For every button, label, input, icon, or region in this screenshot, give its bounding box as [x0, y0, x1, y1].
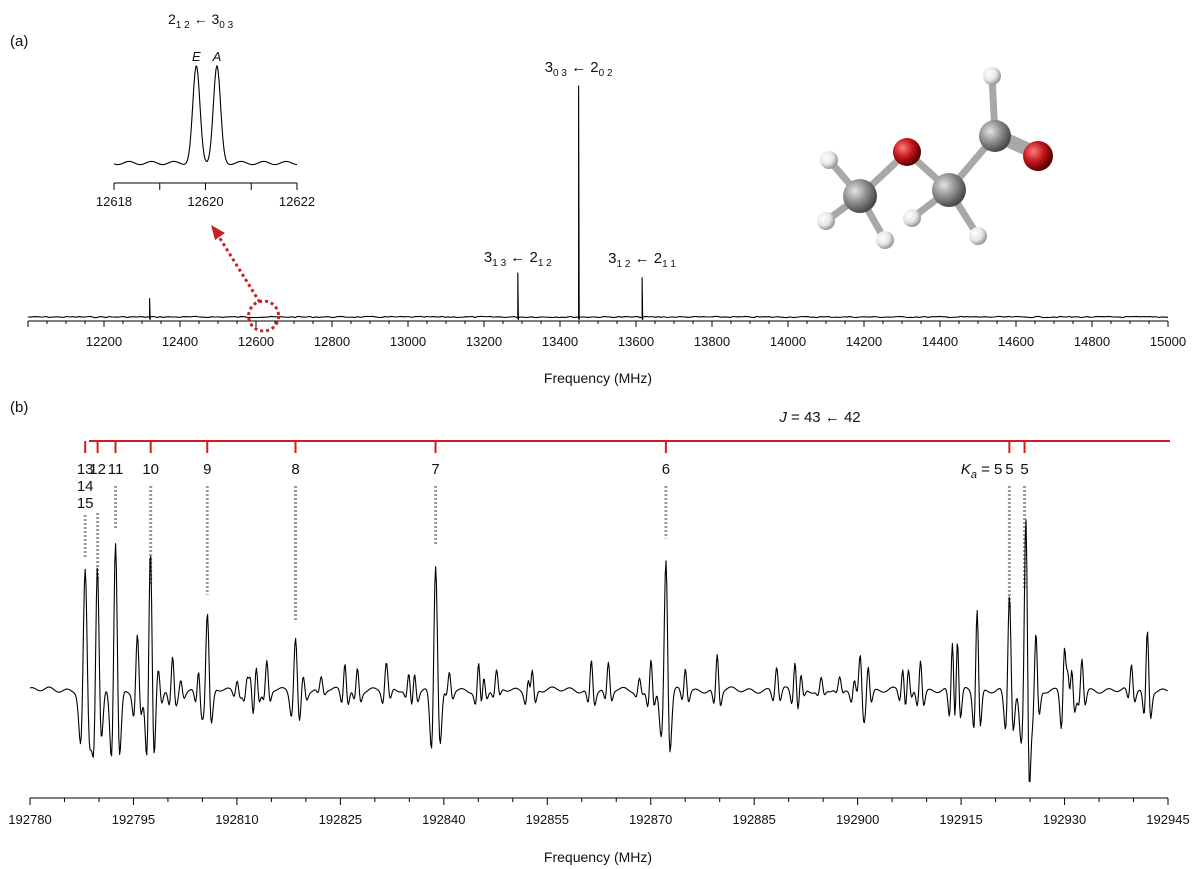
x-tick-label: 12200 [86, 334, 122, 349]
inset-peak-label-e: E [192, 49, 201, 64]
ka-value-label: 5 [1020, 461, 1028, 478]
ka-value-label: 6 [662, 461, 670, 478]
carbon-atom [843, 179, 877, 213]
ka-value-label: 10 [142, 461, 159, 478]
x-tick-label: 14000 [770, 334, 806, 349]
panel-b-x-axis-title: Frequency (MHz) [544, 849, 652, 865]
ka-value-label: 5 [1005, 461, 1013, 478]
x-tick-label: 13600 [618, 334, 654, 349]
x-tick-label: 13400 [542, 334, 578, 349]
x-tick-label: 192915 [939, 812, 982, 827]
x-tick-label: 192945 [1146, 812, 1189, 827]
x-tick-label: 192900 [836, 812, 879, 827]
inset-x-ticks: 12618 12620 12622 [96, 183, 315, 209]
ladder-title: J = 43 ← 42 [778, 409, 860, 426]
panel-a-x-axis-title: Frequency (MHz) [544, 370, 652, 386]
x-tick-label: 192840 [422, 812, 465, 827]
inset-spectrum-line [113, 65, 298, 166]
hydrogen-atom [820, 151, 838, 169]
x-tick-label: 15000 [1150, 334, 1186, 349]
peak-annotation: 30 3 ← 20 2 [545, 59, 613, 79]
highlight-circle [247, 299, 281, 333]
x-tick-label: 192870 [629, 812, 672, 827]
hydrogen-atom [903, 209, 921, 227]
carbon-atom [932, 173, 966, 207]
x-tick-label: 14200 [846, 334, 882, 349]
x-tick-label: 192780 [8, 812, 51, 827]
peak-annotation: 31 3 ← 21 2 [484, 249, 552, 269]
peak-annotation: 31 2 ← 21 1 [608, 250, 676, 270]
panel-a-label: (a) [10, 33, 28, 50]
ka-value-label: 12 [89, 461, 106, 478]
hydrogen-atom [876, 231, 894, 249]
ka-value-label: 9 [203, 461, 211, 478]
x-tick-label: 12600 [238, 334, 274, 349]
x-tick-label: 14400 [922, 334, 958, 349]
inset-title: 21 2 ← 30 3 [168, 11, 234, 31]
x-tick-label: 192810 [215, 812, 258, 827]
ka-value-label: 15 [77, 495, 94, 512]
inset-tick-label: 12622 [279, 194, 315, 209]
x-tick-label: 192855 [526, 812, 569, 827]
ka-value-label: 7 [431, 461, 439, 478]
panel-a-spectrum-line [27, 85, 1169, 321]
x-tick-label: 13800 [694, 334, 730, 349]
inset-peak-label-a: A [212, 49, 222, 64]
x-tick-label: 13200 [466, 334, 502, 349]
ka-value-label: 13 [77, 461, 94, 478]
x-tick-label: 192795 [112, 812, 155, 827]
x-tick-label: 13000 [390, 334, 426, 349]
x-tick-label: 192930 [1043, 812, 1086, 827]
panel-b-x-ticks: 192780 192795 192810 192825 192840 192855 1928… [8, 798, 1190, 827]
carbon-atom [979, 120, 1011, 152]
ka-value-label: 8 [291, 461, 299, 478]
x-tick-label: 192825 [319, 812, 362, 827]
inset-tick-label: 12620 [187, 194, 223, 209]
panel-a-x-ticks: 12200 12400 12600 12800 13000 13200 13400 13600… [27, 321, 1186, 349]
ka-value-label: 14 [77, 478, 94, 495]
panel-a-annotations: 30 3 ← 20 2 31 3 ← 21 2 31 2 ← 21 1 [484, 59, 677, 270]
x-tick-label: 12800 [314, 334, 350, 349]
inset-tick-label: 12618 [96, 194, 132, 209]
highlight-arrow-line [214, 231, 261, 303]
molecule-model [817, 67, 1053, 249]
oxygen-atom [893, 138, 921, 166]
ka-value-label: 11 [108, 461, 124, 478]
panel-b-label: (b) [10, 399, 28, 416]
x-tick-label: 14800 [1074, 334, 1110, 349]
x-tick-label: 12400 [162, 334, 198, 349]
inset: 21 2 ← 30 3 E A 12618 12620 12622 [96, 11, 315, 209]
oxygen-atom [1023, 141, 1053, 171]
panel-a: (a) 12200 12400 12600 12800 13000 13200 13400 1… [10, 11, 1186, 386]
panel-b-spectrum-line [29, 519, 1168, 783]
highlight-arrow-head [211, 225, 225, 240]
x-tick-label: 14600 [998, 334, 1034, 349]
ka-label: Ka = 5 [961, 461, 1003, 481]
hydrogen-atom [983, 67, 1001, 85]
hydrogen-atom [817, 212, 835, 230]
x-tick-label: 192885 [732, 812, 775, 827]
hydrogen-atom [969, 227, 987, 245]
